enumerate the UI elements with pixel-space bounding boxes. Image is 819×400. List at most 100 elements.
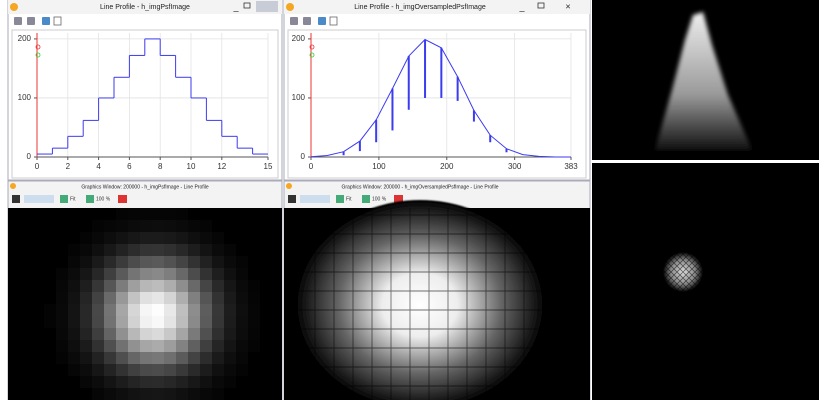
y-tick-label: 200 — [18, 34, 32, 43]
pixel — [80, 232, 92, 244]
pixel — [68, 328, 80, 340]
pixel — [152, 316, 164, 328]
pixel — [92, 364, 104, 376]
y-tick-label: 100 — [292, 93, 306, 102]
tool-pin2[interactable] — [303, 17, 311, 25]
pixel — [152, 208, 164, 220]
close-button[interactable]: × — [565, 1, 570, 11]
tool[interactable] — [12, 195, 20, 203]
pixel — [188, 256, 200, 268]
pixel — [92, 244, 104, 256]
pixel — [200, 316, 212, 328]
pixel — [164, 388, 176, 400]
tool-group[interactable] — [24, 195, 54, 203]
x-tick-label: 12 — [217, 162, 226, 171]
window-title: Line Profile - h_imgPsfImage — [100, 4, 190, 11]
pixel — [80, 328, 92, 340]
pixel — [164, 244, 176, 256]
small-psf-view — [592, 163, 819, 400]
pixel — [188, 352, 200, 364]
fit-label[interactable]: Fit — [346, 196, 352, 202]
pixel — [176, 388, 188, 400]
app-icon — [10, 183, 16, 189]
pixel — [212, 268, 224, 280]
pixel — [128, 304, 140, 316]
maximize-button[interactable] — [243, 2, 251, 9]
pixel — [44, 316, 56, 328]
pixel — [68, 352, 80, 364]
pixel — [92, 268, 104, 280]
pixel — [92, 316, 104, 328]
pixel — [212, 316, 224, 328]
tool-group[interactable] — [300, 195, 330, 203]
pixel — [236, 328, 248, 340]
pixel — [200, 256, 212, 268]
y-tick-label: 200 — [292, 34, 306, 43]
tool-doc[interactable] — [53, 16, 62, 26]
pixel — [200, 244, 212, 256]
tool-doc[interactable] — [329, 16, 338, 26]
pixel — [56, 316, 68, 328]
pixel — [116, 268, 128, 280]
tool-color[interactable] — [394, 195, 403, 203]
pixel — [140, 220, 152, 232]
pixel — [116, 292, 128, 304]
tool-fit[interactable] — [60, 195, 68, 203]
pixel — [92, 220, 104, 232]
pixel — [128, 220, 140, 232]
tool-pin2[interactable] — [27, 17, 35, 25]
pixel — [128, 256, 140, 268]
pixel — [212, 232, 224, 244]
pixel — [80, 292, 92, 304]
marker-red — [35, 44, 41, 50]
pixel — [116, 376, 128, 388]
pixel — [92, 340, 104, 352]
tool-color[interactable] — [118, 195, 127, 203]
tool-fit[interactable] — [336, 195, 344, 203]
window-line-profile-2: Line Profile - h_imgOversampledPsfImage … — [283, 0, 591, 181]
app-icon — [10, 3, 18, 11]
pixel — [224, 376, 236, 388]
pixel — [116, 232, 128, 244]
pixel — [116, 352, 128, 364]
pixel — [164, 292, 176, 304]
pixel — [236, 352, 248, 364]
tool-home[interactable] — [318, 17, 326, 25]
plot-panel — [287, 29, 587, 179]
minimize-button[interactable]: _ — [518, 1, 525, 11]
pixel — [104, 232, 116, 244]
pixel — [224, 292, 236, 304]
tool[interactable] — [288, 195, 296, 203]
tool-home[interactable] — [42, 17, 50, 25]
tool-pin[interactable] — [14, 17, 22, 25]
pixel — [188, 292, 200, 304]
close-button[interactable] — [256, 1, 278, 12]
x-tick-label: 383 — [564, 162, 578, 171]
pixel — [176, 244, 188, 256]
fit-label[interactable]: Fit — [70, 196, 76, 202]
pixel — [224, 328, 236, 340]
minimize-button[interactable]: _ — [232, 1, 239, 11]
pixel — [68, 256, 80, 268]
tool-zoom[interactable] — [362, 195, 370, 203]
tool-zoom[interactable] — [86, 195, 94, 203]
pixel — [128, 352, 140, 364]
pixel — [56, 280, 68, 292]
maximize-button[interactable] — [537, 2, 545, 9]
zoom-label[interactable]: 100 % — [96, 196, 111, 202]
x-tick-label: 200 — [440, 162, 454, 171]
pixel — [56, 268, 68, 280]
pixel — [140, 292, 152, 304]
title-bar — [8, 0, 282, 14]
pixel — [212, 388, 224, 400]
zoom-label[interactable]: 100 % — [372, 196, 387, 202]
pixel — [152, 304, 164, 316]
tool-pin[interactable] — [290, 17, 298, 25]
pixel — [212, 280, 224, 292]
y-tick-label: 0 — [301, 152, 306, 161]
pixel — [140, 388, 152, 400]
pixel — [164, 280, 176, 292]
pixel — [80, 376, 92, 388]
pixel — [164, 232, 176, 244]
